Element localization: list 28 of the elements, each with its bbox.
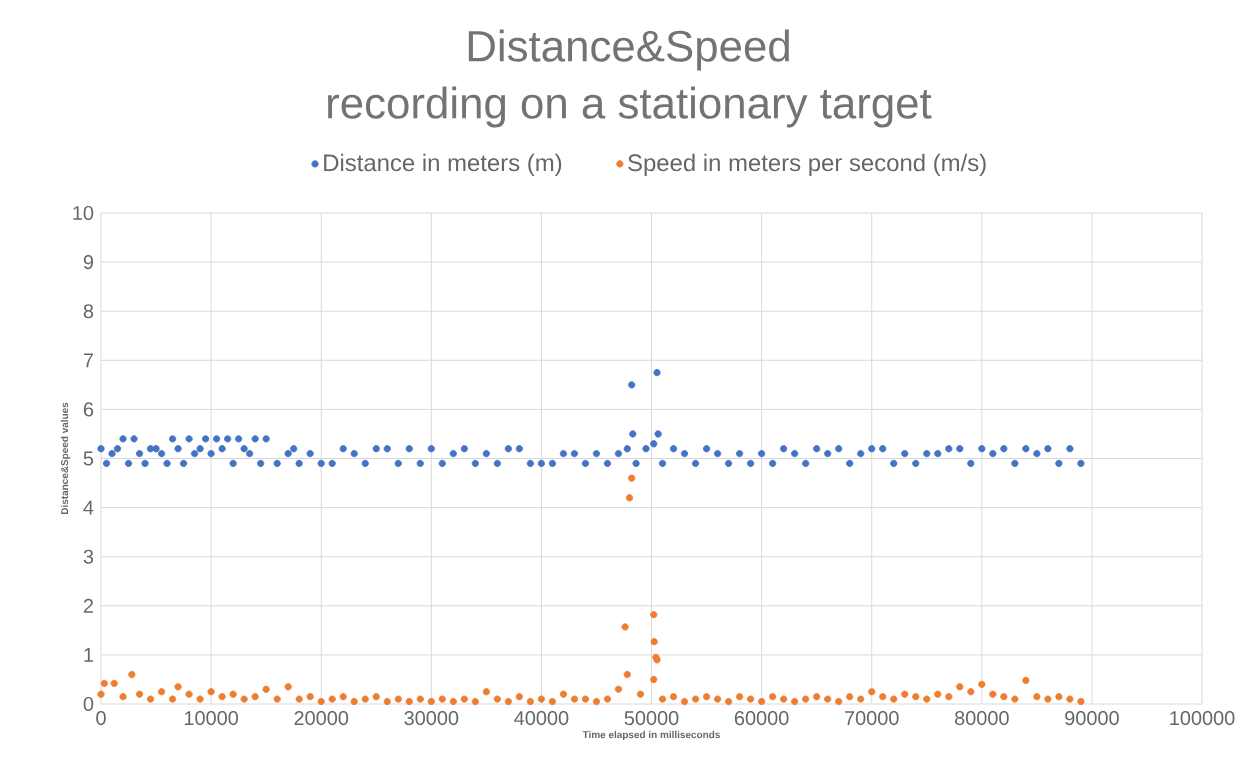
y-tick-label: 8 [83, 304, 94, 319]
x-tick-label: 90000 [1065, 711, 1119, 726]
legend-label: Speed in meters per second (m/s) [628, 153, 986, 177]
legend-label: Distance in meters (m) [324, 153, 562, 176]
y-tick-label: 9 [83, 255, 94, 270]
chart-subtitle: recording on a stationary target [328, 86, 932, 128]
y-tick-label: 3 [83, 549, 94, 564]
y-tick-label: 4 [83, 500, 94, 515]
x-tick-label: 80000 [954, 711, 1009, 726]
x-tick-label: 0 [96, 711, 106, 726]
x-tick-label: 30000 [404, 711, 459, 726]
x-tick-label: 100000 [1170, 711, 1235, 726]
x-tick-label: 60000 [734, 711, 789, 726]
y-tick-label: 1 [84, 648, 93, 662]
x-tick-label: 40000 [514, 711, 569, 726]
x-tick-label: 20000 [294, 711, 349, 726]
y-tick-label: 10 [73, 205, 94, 221]
x-tick-label: 50000 [624, 711, 679, 726]
x-axis-title: Time elapsed in milliseconds [582, 730, 720, 741]
y-tick-label: 2 [83, 598, 93, 613]
y-tick-label: 6 [83, 402, 94, 417]
y-tick-label: 0 [83, 696, 94, 712]
x-tick-label: 10000 [184, 711, 239, 726]
x-tick-label: 70000 [845, 711, 899, 726]
y-axis-title: Distance&Speed values [60, 402, 71, 515]
chart-title: Distance&Speed [468, 29, 789, 71]
y-tick-label: 5 [83, 451, 94, 466]
y-tick-label: 7 [83, 353, 93, 368]
